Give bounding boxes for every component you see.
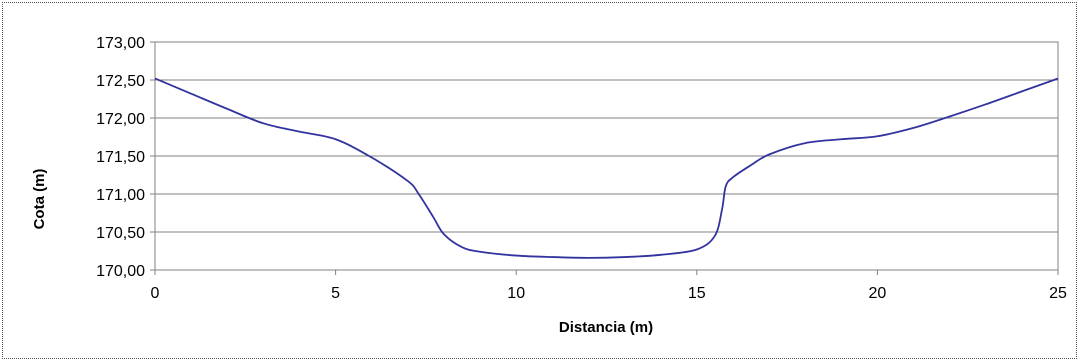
x-tick-label: 0 <box>151 285 160 302</box>
y-tick-label: 170,50 <box>96 225 145 242</box>
series-line <box>154 77 1059 259</box>
y-axis-title: Cota (m) <box>31 169 48 230</box>
y-tick-label: 171,50 <box>96 149 145 166</box>
x-tick-label: 5 <box>331 285 340 302</box>
y-tick-label: 171,00 <box>96 187 145 204</box>
y-tick-label: 170,00 <box>96 263 145 280</box>
series-group <box>154 77 1059 259</box>
x-tick-label: 25 <box>1049 285 1067 302</box>
y-tick-label: 172,00 <box>96 111 145 128</box>
x-tick-label: 20 <box>869 285 887 302</box>
x-tick-label: 10 <box>507 285 525 302</box>
y-tick-label: 173,00 <box>96 35 145 52</box>
y-tick-label: 172,50 <box>96 73 145 90</box>
x-axis-ticks: 0 5 10 15 20 25 <box>151 270 1067 302</box>
x-tick-label: 15 <box>688 285 706 302</box>
chart-frame <box>2 2 1077 359</box>
grid-lines <box>155 79 1058 233</box>
y-axis-ticks: 170,00 170,50 171,00 171,50 172,00 172,50 173,… <box>96 35 155 280</box>
x-axis-title: Distancia (m) <box>559 319 653 336</box>
